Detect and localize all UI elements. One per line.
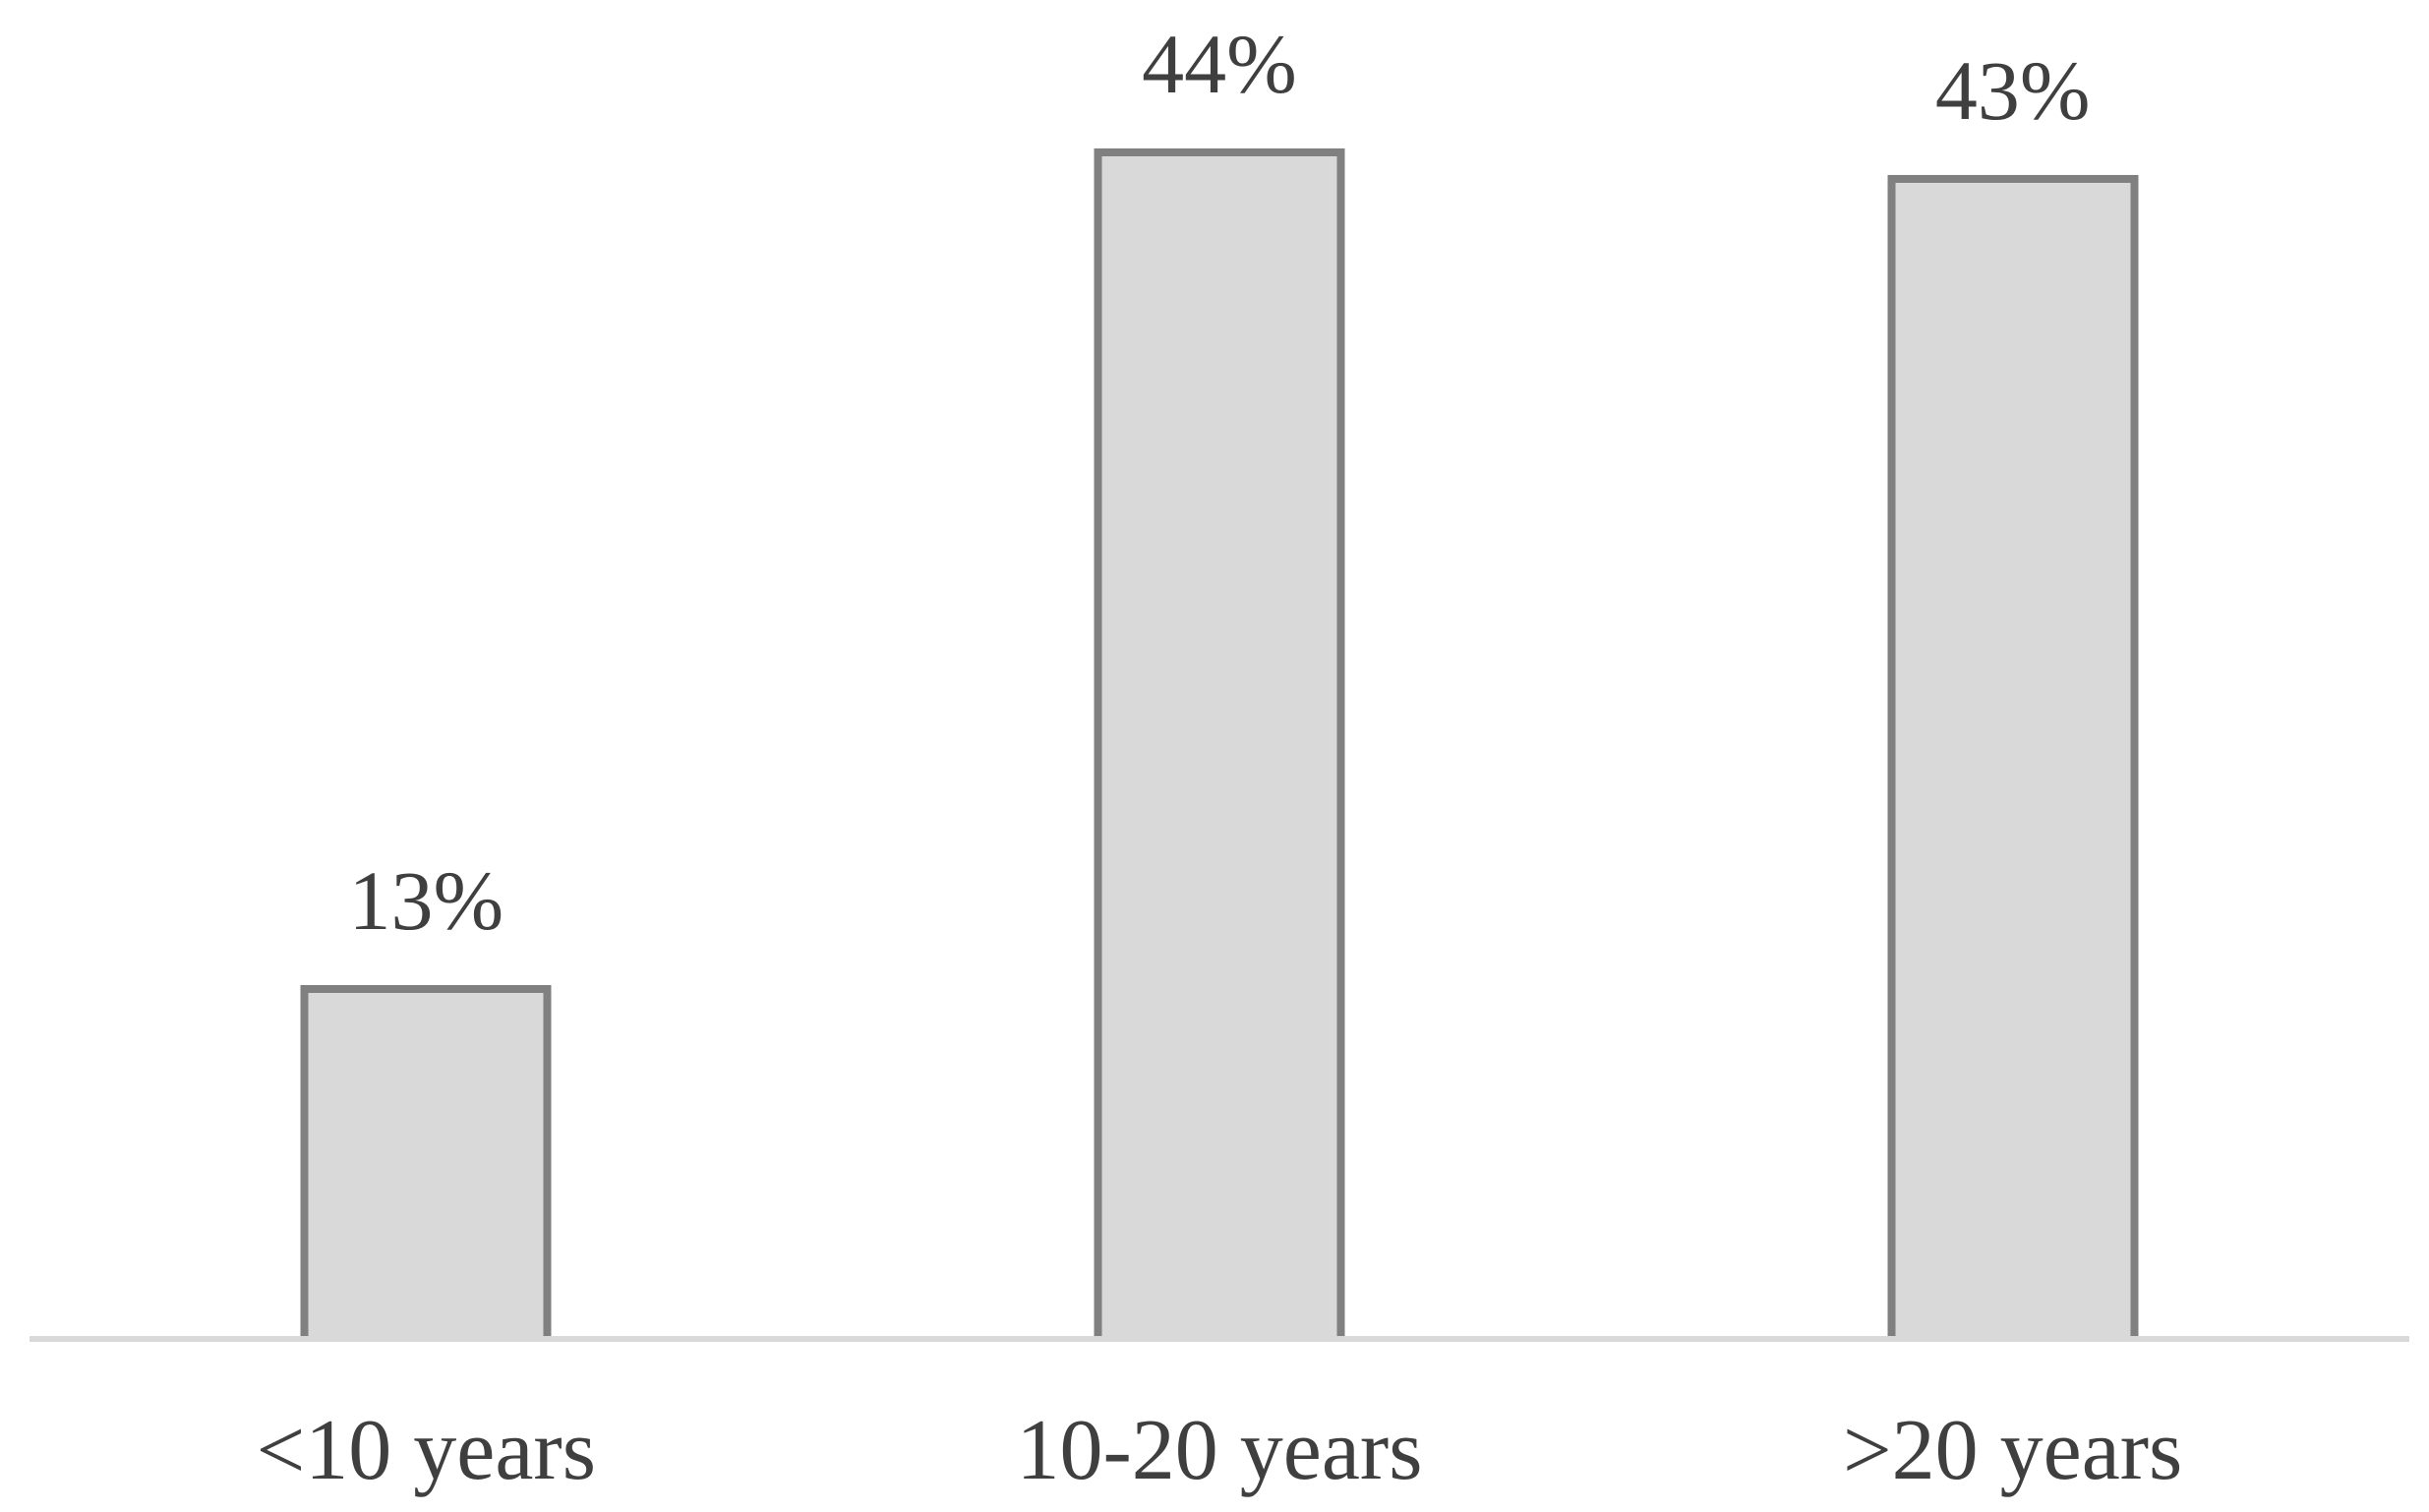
- bar-group: 13%: [30, 0, 823, 1336]
- bar-value-label: 13%: [348, 853, 504, 948]
- bar-value-label: 43%: [1934, 43, 2091, 138]
- x-axis-labels: <10 years 10-20 years >20 years: [0, 1408, 2429, 1512]
- bar-group: 44%: [823, 0, 1617, 1336]
- x-axis-line: [30, 1336, 2409, 1342]
- x-tick-label: >20 years: [1843, 1403, 2183, 1498]
- bar: [1887, 175, 2139, 1336]
- bar: [300, 985, 552, 1336]
- bar-group: 43%: [1616, 0, 2409, 1336]
- plot-area: 13% 44% 43%: [30, 0, 2409, 1336]
- x-tick-label: 10-20 years: [1016, 1403, 1423, 1498]
- bar: [1094, 148, 1345, 1336]
- x-tick-label: <10 years: [256, 1403, 596, 1498]
- bar-value-label: 44%: [1142, 17, 1297, 111]
